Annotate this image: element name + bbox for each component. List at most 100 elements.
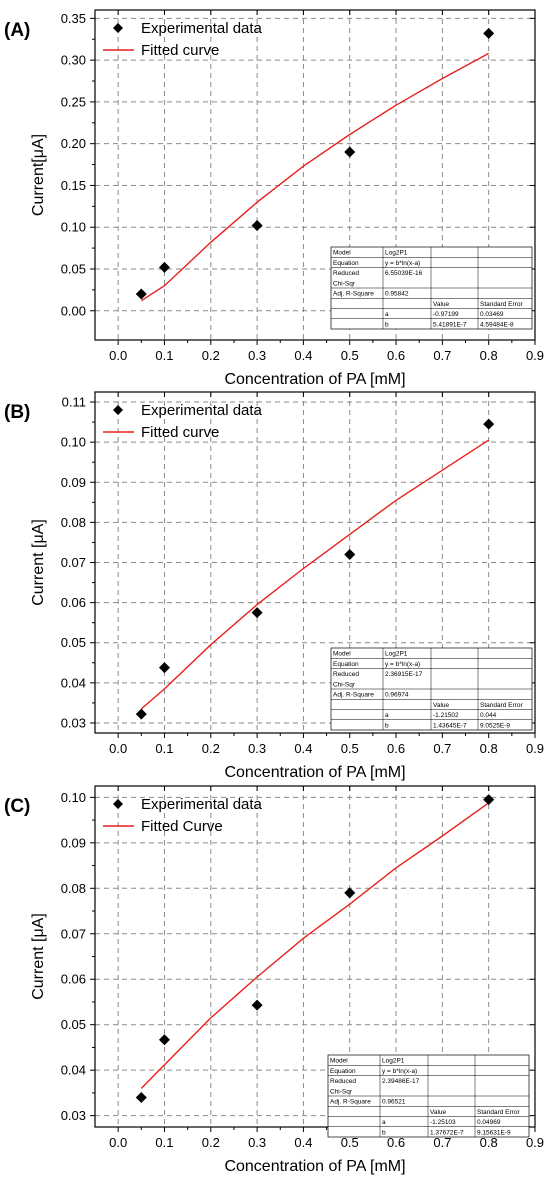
x-tick-label: 0.1 [155, 1135, 173, 1150]
y-tick-label: 0.08 [61, 515, 86, 530]
y-tick-label: 0.30 [61, 53, 86, 68]
fitted-curve-line [140, 52, 490, 302]
x-tick-label: 0.2 [202, 741, 220, 756]
data-point-marker [344, 146, 356, 158]
y-axis-title: Current[μA] [30, 134, 47, 216]
x-tick-label: 0.1 [155, 348, 173, 363]
stats-table-cell: Standard Error [477, 1109, 520, 1116]
y-tick-label: 0.10 [61, 790, 86, 805]
y-tick-label: 0.11 [62, 395, 86, 410]
stats-table-cell: Standard Error [480, 301, 523, 308]
x-tick-label: 0.2 [202, 348, 220, 363]
stats-table-cell: 2.36915E-17 [385, 671, 423, 678]
legend-label: Experimental data [141, 796, 263, 813]
x-tick-label: 0.8 [480, 1135, 498, 1150]
stats-table-cell: Log2P1 [385, 250, 408, 257]
fit-stats-table: Model Log2P1 Equation y = b*ln(x-a) Reduced 2… [327, 1054, 530, 1138]
stats-table-cell: Equation [333, 260, 359, 267]
stats-table-cell: 2.39486E-17 [382, 1078, 420, 1085]
data-point-marker [251, 220, 263, 232]
y-axis-title: Current [μA] [30, 913, 47, 1000]
x-tick-label: 0.7 [433, 348, 451, 363]
x-tick-label: 0.0 [109, 1135, 127, 1150]
x-tick-label: 0.5 [341, 348, 359, 363]
stats-table-cell: a [382, 1119, 386, 1126]
stats-table-cell: 9.15631E-9 [477, 1129, 511, 1136]
x-tick-label: 0.3 [248, 348, 266, 363]
stats-table-cell: Equation [330, 1068, 356, 1075]
y-tick-label: 0.15 [61, 178, 86, 193]
data-point-marker [344, 887, 356, 899]
x-tick-label: 0.0 [109, 348, 127, 363]
x-tick-label: 0.4 [294, 741, 312, 756]
stats-table-cell: 1.43645E-7 [433, 722, 467, 729]
stats-table-cell: 6.55039E-16 [385, 270, 423, 277]
stats-table-cell: Model [333, 651, 351, 658]
stats-table-cell: y = b*ln(x-a) [385, 661, 420, 668]
x-tick-label: 0.3 [248, 1135, 266, 1150]
legend-label: Experimental data [141, 20, 263, 37]
plot-frame [94, 9, 536, 341]
legend-marker-diamond [113, 23, 123, 33]
legend-marker-diamond [113, 405, 123, 415]
stats-table-cell: Chi-Sqr [333, 280, 356, 287]
panel-label: (C) [4, 796, 30, 817]
x-tick-label: 0.6 [387, 348, 405, 363]
stats-table-cell: Adj. R-Square [330, 1099, 371, 1106]
x-tick-label: 0.6 [387, 741, 405, 756]
y-tick-label: 0.06 [61, 595, 86, 610]
x-axis-title: Concentration of PA [mM] [224, 764, 405, 781]
stats-table-cell: Chi-Sqr [333, 681, 356, 688]
y-tick-label: 0.09 [61, 475, 86, 490]
legend-label: Fitted curve [141, 42, 219, 59]
stats-table-cell: -1.21502 [433, 712, 459, 719]
panel-label: (B) [4, 402, 30, 423]
data-point-marker [158, 1034, 170, 1046]
stats-table-cell: Adj. R-Square [333, 291, 374, 298]
x-tick-label: 0.1 [155, 741, 173, 756]
x-tick-label: 0.7 [433, 741, 451, 756]
stats-table-cell: 0.96974 [385, 692, 409, 699]
legend-marker-diamond [113, 799, 123, 809]
x-axis-title: Concentration of PA [mM] [224, 1158, 405, 1175]
x-tick-label: 0.9 [526, 1135, 544, 1150]
x-tick-label: 0.3 [248, 741, 266, 756]
stats-table-cell: Model [330, 1058, 348, 1065]
x-tick-label: 0.9 [526, 741, 544, 756]
y-tick-label: 0.09 [61, 835, 86, 850]
data-point-marker [158, 662, 170, 674]
x-tick-label: 0.0 [109, 741, 127, 756]
y-tick-label: 0.05 [61, 261, 86, 276]
y-tick-label: 0.07 [61, 926, 86, 941]
legend-label: Fitted curve [141, 424, 219, 441]
data-point-marker [483, 794, 495, 806]
y-axis-title: Current [μA] [30, 519, 47, 606]
fitted-curve-line [140, 802, 490, 1089]
y-tick-label: 0.35 [61, 11, 86, 26]
data-point-marker [483, 418, 495, 430]
y-tick-label: 0.03 [61, 1108, 86, 1123]
y-tick-label: 0.04 [61, 675, 86, 690]
y-tick-label: 0.20 [61, 136, 86, 151]
x-tick-label: 0.2 [202, 1135, 220, 1150]
y-tick-label: 0.05 [61, 1017, 86, 1032]
data-point-marker [135, 1091, 147, 1103]
stats-table-cell: b [382, 1129, 386, 1136]
x-tick-label: 0.5 [341, 741, 359, 756]
stats-table-cell: 0.044 [480, 712, 497, 719]
panel-label: (A) [4, 20, 30, 41]
x-tick-label: 0.5 [341, 1135, 359, 1150]
stats-table-cell: Chi-Sqr [330, 1088, 353, 1095]
data-point-marker [135, 708, 147, 720]
fitted-curve-line [140, 439, 490, 710]
y-tick-label: 0.08 [61, 881, 86, 896]
stats-table-cell: Value [433, 301, 450, 308]
legend-label: Experimental data [141, 402, 263, 419]
stats-table-cell: 5.41891E-7 [433, 321, 467, 328]
stats-table-cell: Adj. R-Square [333, 692, 374, 699]
legend-label: Fitted Curve [141, 818, 223, 835]
data-point-marker [135, 288, 147, 300]
fit-stats-table: Model Log2P1 Equation y = b*ln(x-a) Reduced 2… [330, 647, 533, 731]
y-tick-label: 0.25 [61, 94, 86, 109]
